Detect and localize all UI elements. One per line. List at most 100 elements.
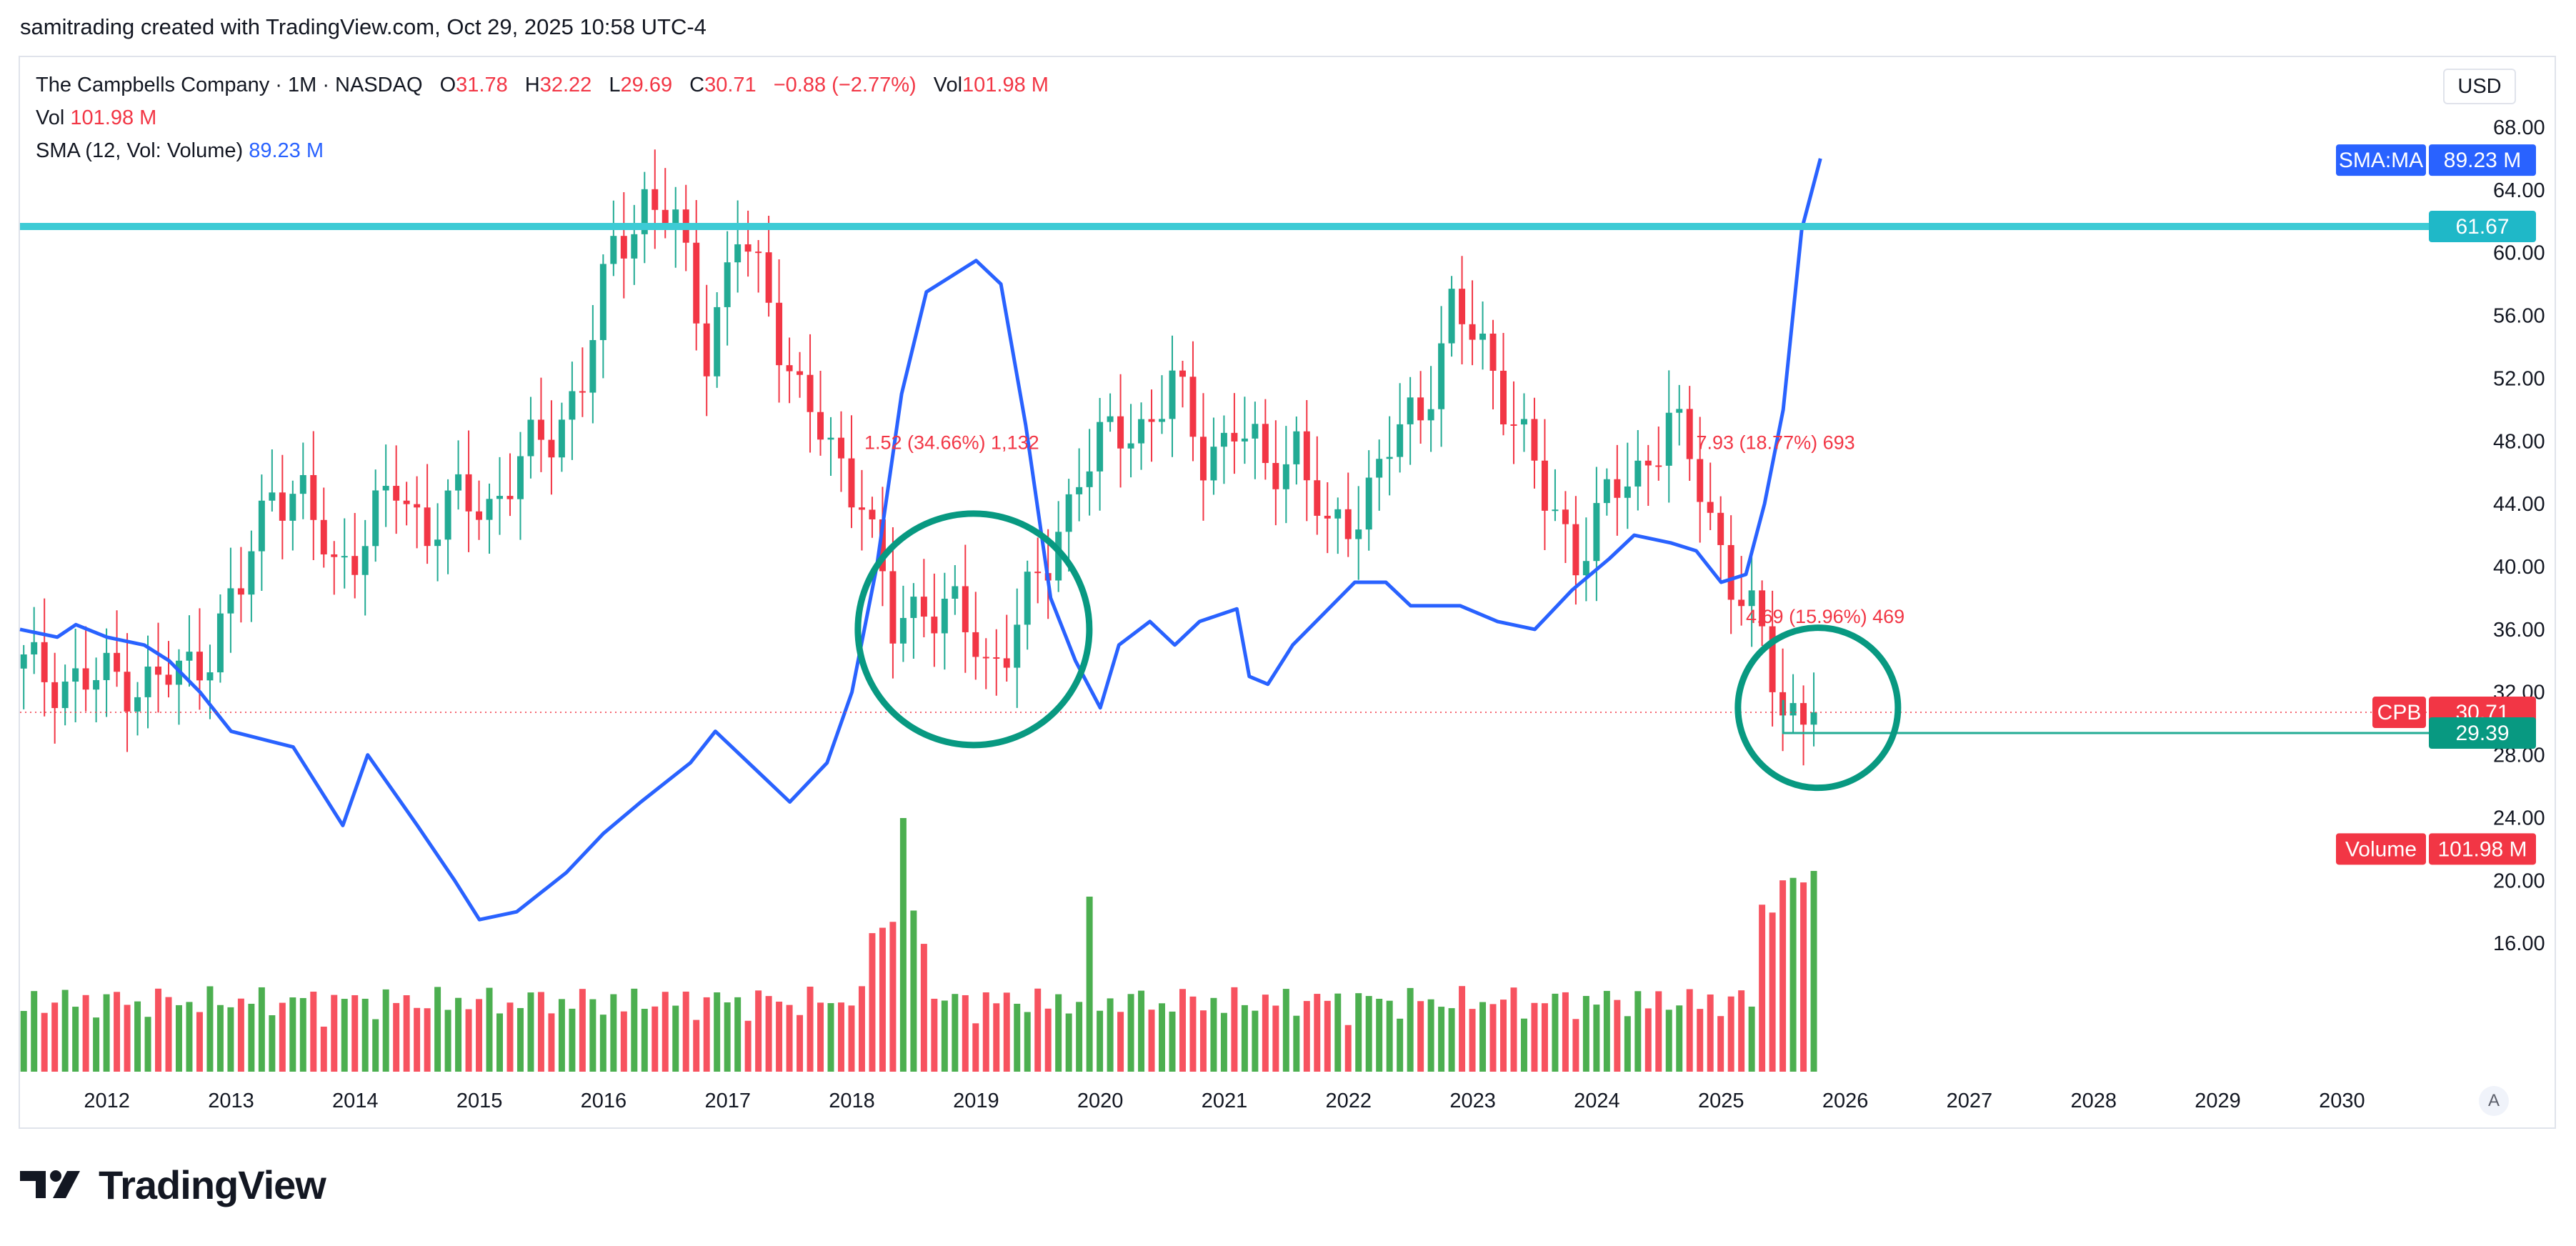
sma-tag-label-bg — [2336, 144, 2426, 176]
time-axis-label: 2014 — [332, 1090, 379, 1112]
candle-body — [269, 492, 276, 501]
candle-body — [1355, 529, 1362, 539]
close-value: 30.71 — [704, 74, 757, 96]
candle-body — [1386, 457, 1393, 459]
candle-body — [1748, 590, 1755, 607]
candle-body — [61, 682, 69, 709]
candle-body — [931, 617, 938, 634]
candle-body — [537, 419, 544, 440]
time-axis-label: 2019 — [953, 1090, 999, 1112]
currency-button[interactable]: USD — [2443, 69, 2516, 104]
volume-bar — [41, 1012, 48, 1072]
high-label: H — [524, 74, 540, 96]
candle-body — [620, 236, 627, 259]
volume-bar — [1779, 880, 1787, 1072]
volume-bar — [962, 995, 969, 1072]
candle-body — [1644, 460, 1652, 466]
volume-bar — [838, 1002, 844, 1072]
volume-bar — [434, 987, 441, 1072]
time-axis-label: 2025 — [1698, 1090, 1744, 1112]
price-axis-label: 24.00 — [2493, 807, 2545, 829]
candle-body — [1397, 424, 1404, 457]
volume-bar — [1386, 1000, 1393, 1072]
highlight-circle — [854, 510, 1093, 749]
volume-bar — [372, 1019, 379, 1072]
volume-bar — [589, 999, 596, 1072]
volume-bar — [1241, 1005, 1248, 1072]
candle-body — [1697, 459, 1704, 502]
candle-body — [1303, 431, 1310, 481]
symbol-title[interactable]: The Campbells Company · 1M · NASDAQ — [36, 74, 423, 96]
time-axis-label: 2026 — [1822, 1090, 1869, 1112]
candle-body — [765, 252, 772, 303]
volume-bar — [620, 1011, 627, 1072]
candle-body — [982, 657, 989, 659]
candle-body — [444, 490, 451, 540]
time-axis-label: 2030 — [2319, 1090, 2365, 1112]
volume-bar — [807, 986, 814, 1072]
volume-bar — [1500, 1000, 1507, 1072]
candle-body — [952, 586, 959, 599]
legend-symbol-row[interactable]: The Campbells Company · 1M · NASDAQ O31.… — [36, 69, 1049, 101]
candles — [20, 149, 1817, 766]
volume-bar — [714, 992, 721, 1072]
tradingview-logo-icon — [20, 1170, 80, 1198]
volume-bar — [797, 1015, 804, 1072]
candle-body — [1500, 370, 1507, 424]
volume-bar — [248, 1003, 255, 1072]
candle-body — [817, 412, 824, 440]
candle-body — [72, 668, 79, 682]
volume-bar — [672, 1005, 679, 1072]
volume-bar — [361, 998, 369, 1072]
volume-bar — [144, 1017, 151, 1072]
legend-sma-row[interactable]: SMA (12, Vol: Volume) 89.23 M — [36, 134, 1049, 167]
price-axis-label: 52.00 — [2493, 367, 2545, 390]
volume-bar — [1252, 1010, 1259, 1072]
resistance-tag-value: 61.67 — [2455, 215, 2509, 239]
volume-bar — [486, 987, 493, 1072]
candle-body — [1293, 431, 1300, 464]
candle-body — [516, 456, 524, 499]
candle-body — [1065, 494, 1072, 532]
volume-tag: Volume 101.98 M — [2336, 833, 2536, 865]
vol-label: Vol — [933, 74, 963, 96]
candle-body — [1562, 509, 1569, 524]
candle-body — [1655, 465, 1662, 467]
measure-annotation: 4.69 (15.96%) 469 — [1746, 606, 1904, 627]
sma-indicator-value: 89.23 M — [249, 139, 324, 162]
candle-body — [124, 672, 131, 712]
candle-body — [1210, 447, 1217, 481]
volume-bar — [910, 910, 917, 1072]
candle-body — [1282, 464, 1289, 489]
candle-body — [331, 554, 338, 557]
volume-bar — [331, 995, 338, 1072]
candle-body — [1148, 419, 1155, 422]
volume-bar — [516, 1007, 524, 1072]
candle-body — [476, 511, 483, 520]
volume-bar — [931, 998, 938, 1072]
volume-bar — [20, 1011, 27, 1072]
price-axis-label: 56.00 — [2493, 305, 2545, 328]
volume-tag-value: 101.98 M — [2437, 837, 2527, 861]
candle-body — [786, 365, 793, 372]
volume-bar — [1448, 1008, 1455, 1072]
sma-tag-value: 89.23 M — [2444, 149, 2521, 172]
candle-body — [1117, 416, 1124, 449]
candle-body — [1127, 443, 1134, 449]
legend-volume-row[interactable]: Vol 101.98 M — [36, 101, 1049, 134]
candle-body — [569, 391, 576, 420]
volume-bar — [1686, 989, 1693, 1072]
candle-body — [1520, 419, 1527, 425]
volume-bar — [1810, 871, 1817, 1072]
candle-body — [1324, 515, 1331, 519]
volume-bar — [1324, 1000, 1331, 1072]
volume-bar — [227, 1007, 234, 1072]
volume-bar — [82, 995, 89, 1072]
volume-bar — [1344, 1025, 1352, 1072]
candle-body — [134, 697, 141, 712]
candle-body — [527, 419, 534, 457]
auto-scale-button[interactable]: A — [2479, 1086, 2509, 1116]
candle-body — [1634, 460, 1642, 487]
candle-body — [1665, 412, 1672, 466]
